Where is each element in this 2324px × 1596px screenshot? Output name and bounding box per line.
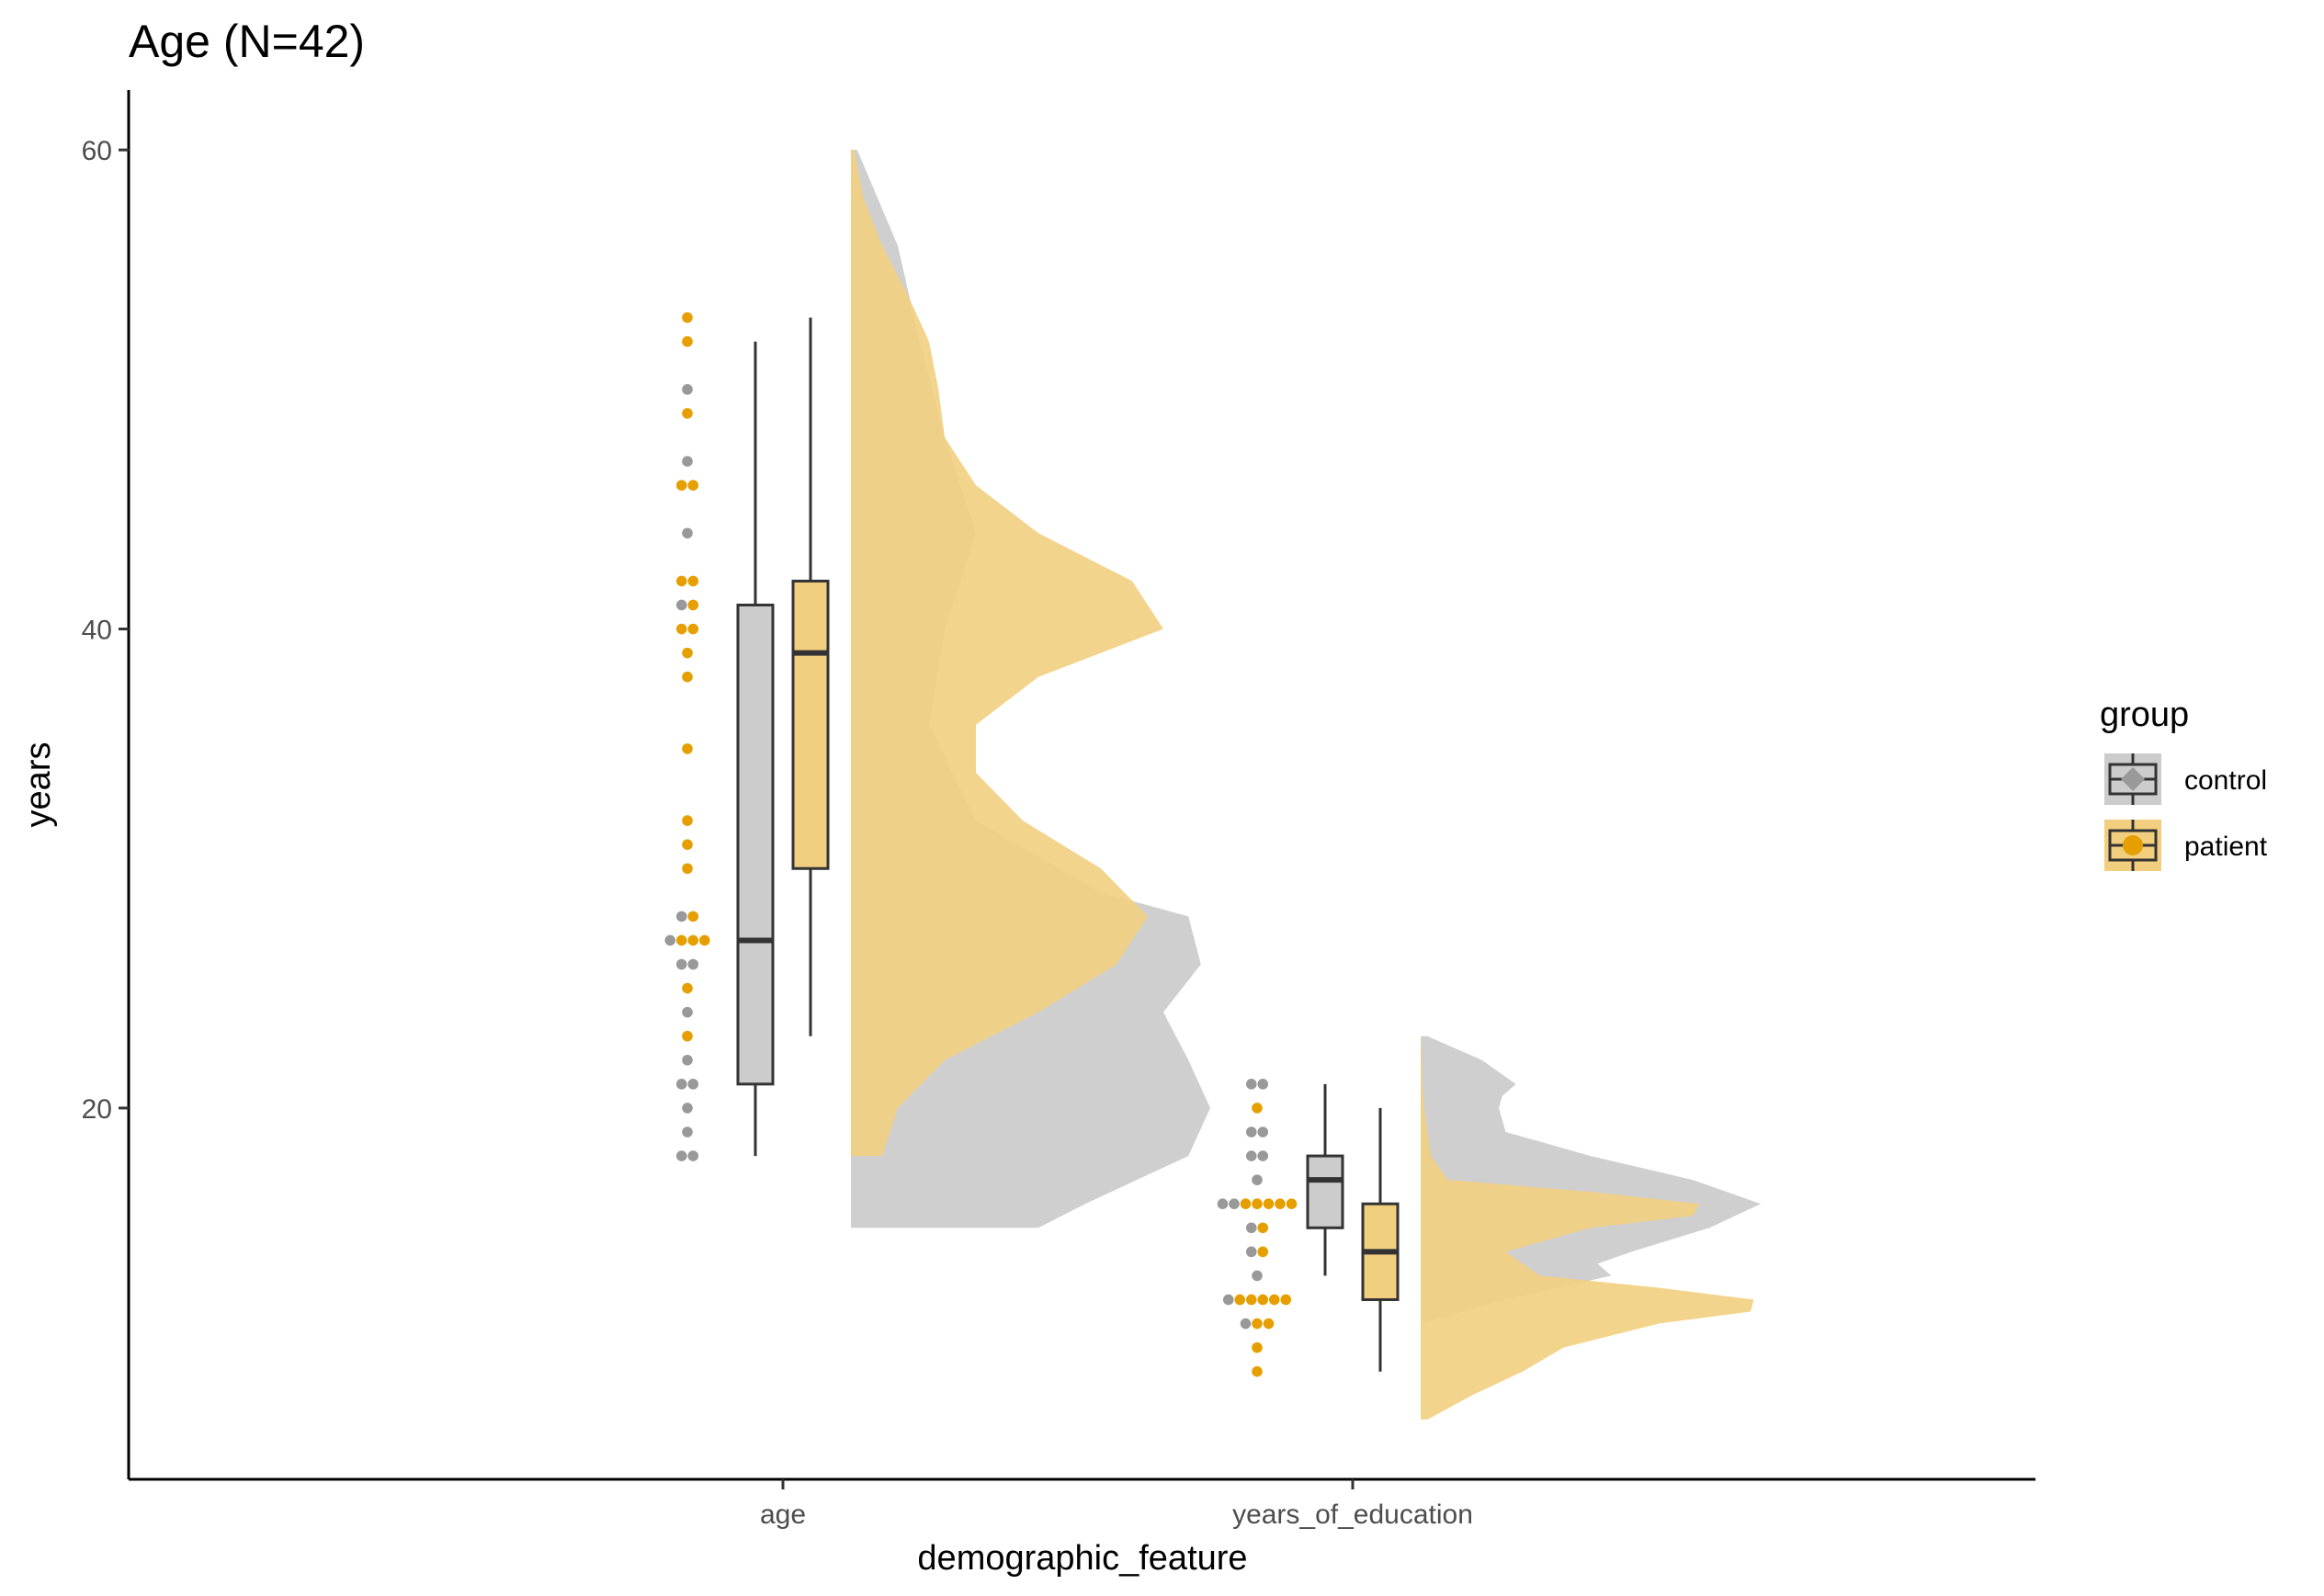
data-point-control [1257, 1126, 1269, 1138]
data-point-patient [1263, 1198, 1275, 1210]
data-point-patient [682, 863, 693, 875]
data-point-patient [682, 671, 693, 683]
data-point-patient [687, 911, 699, 923]
legend-label-patient: patient [2184, 832, 2268, 862]
legend-item-control: control [2104, 753, 2267, 805]
data-point-control [1252, 1174, 1263, 1185]
legend-key-patient-point [2123, 835, 2143, 855]
data-point-patient [698, 934, 710, 946]
data-point-patient [1275, 1198, 1286, 1210]
data-point-patient [682, 408, 693, 419]
data-point-patient [675, 575, 687, 587]
data-point-control [675, 958, 687, 970]
legend-key-control-point [2121, 767, 2145, 791]
data-point-patient [675, 934, 687, 946]
data-point-patient [682, 1030, 693, 1042]
data-point-control [682, 1126, 693, 1138]
box-control-years_of_education [1306, 1154, 1344, 1229]
data-point-patient [687, 623, 699, 635]
x-axis-title: demographic_feature [917, 1539, 1247, 1578]
data-point-patient [1268, 1294, 1280, 1306]
box-control-age [736, 603, 775, 1086]
y-tick-label: 60 [82, 136, 112, 166]
data-point-control [682, 456, 693, 467]
data-point-control [687, 1150, 699, 1161]
data-point-patient [1252, 1318, 1263, 1330]
data-point-control [1245, 1079, 1257, 1090]
data-point-patient [1252, 1198, 1263, 1210]
data-point-patient [687, 934, 699, 946]
data-point-control [675, 1150, 687, 1161]
data-point-patient [675, 480, 687, 491]
data-point-patient [682, 647, 693, 659]
density-patient-years_of_education [1421, 1036, 1754, 1420]
data-point-control [675, 911, 687, 923]
data-point-patient [1286, 1198, 1298, 1210]
data-point-control [1257, 1079, 1269, 1090]
data-point-patient [682, 335, 693, 347]
data-point-patient [682, 839, 693, 850]
data-point-patient [682, 743, 693, 754]
data-point-patient [1252, 1365, 1263, 1377]
data-point-patient [1252, 1103, 1263, 1114]
data-point-control [1222, 1294, 1234, 1306]
plot-area [664, 150, 1761, 1420]
data-point-control [1229, 1198, 1240, 1210]
data-point-control [682, 527, 693, 539]
data-point-control [1257, 1150, 1269, 1161]
data-point-control [682, 1006, 693, 1018]
data-point-patient [1257, 1294, 1269, 1306]
data-point-patient [675, 623, 687, 635]
data-point-patient [1252, 1341, 1263, 1353]
data-point-patient [687, 480, 699, 491]
data-point-control [682, 1103, 693, 1114]
y-axis-title: years [19, 742, 58, 828]
data-point-patient [1234, 1294, 1246, 1306]
data-point-control [664, 934, 676, 946]
data-point-control [687, 1079, 699, 1090]
data-point-control [1245, 1222, 1257, 1234]
data-point-control [1245, 1150, 1257, 1161]
data-point-control [1245, 1246, 1257, 1258]
data-point-patient [687, 575, 699, 587]
y-tick-label: 40 [82, 616, 112, 646]
chart-title: Age (N=42) [129, 16, 365, 67]
data-point-patient [1240, 1198, 1252, 1210]
data-point-control [675, 1079, 687, 1090]
data-point-patient [1263, 1318, 1275, 1330]
density-patient-age [851, 150, 1163, 1157]
data-point-patient [682, 982, 693, 994]
data-point-control [1245, 1126, 1257, 1138]
data-point-patient [687, 599, 699, 611]
y-tick-label: 20 [82, 1094, 112, 1125]
x-tick-label: age [760, 1500, 806, 1530]
legend-title: group [2100, 696, 2189, 734]
data-point-patient [1245, 1294, 1257, 1306]
data-point-control [675, 599, 687, 611]
data-point-control [1217, 1198, 1229, 1210]
data-point-patient [1257, 1246, 1269, 1258]
data-point-patient [682, 815, 693, 826]
legend-label-control: control [2184, 765, 2267, 796]
x-tick-label: years_of_education [1232, 1500, 1473, 1530]
legend: group control patient [2100, 696, 2268, 871]
data-point-patient [1280, 1294, 1292, 1306]
legend-item-patient: patient [2104, 820, 2268, 871]
axes: 20 40 60 age years_of_education [82, 136, 1473, 1530]
data-point-patient [1257, 1222, 1269, 1234]
data-point-control [687, 958, 699, 970]
data-point-control [682, 384, 693, 395]
data-point-control [1252, 1270, 1263, 1282]
data-point-control [1240, 1318, 1252, 1330]
box-patient-age [791, 579, 830, 870]
data-point-control [682, 1054, 693, 1066]
data-point-patient [682, 311, 693, 323]
